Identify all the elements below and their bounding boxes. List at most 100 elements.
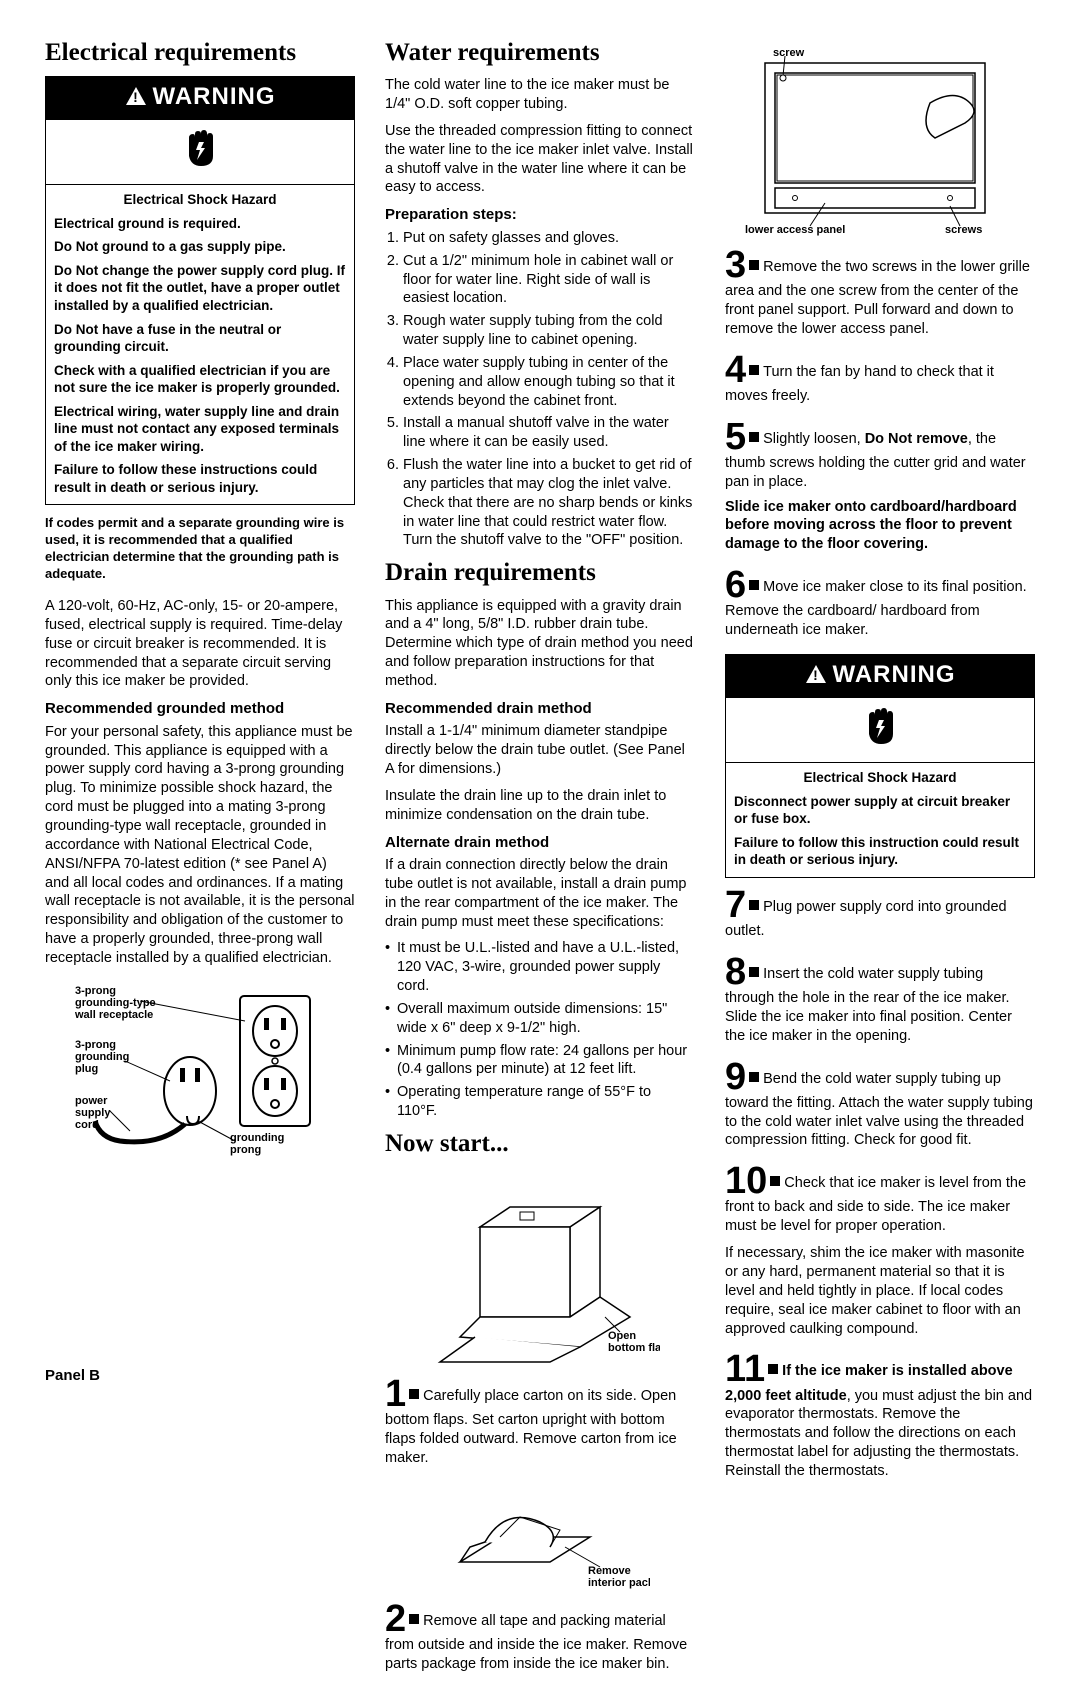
step-5b: Do Not remove	[865, 431, 968, 447]
heading-rec-drain: Recommended drain method	[385, 699, 695, 719]
step-7: 7Plug power supply cord into grounded ou…	[725, 888, 1035, 941]
step-num-1: 1	[385, 1373, 406, 1415]
heading-prep: Preparation steps:	[385, 205, 695, 225]
column-3: screw lower access panel screws 3Remove …	[725, 40, 1035, 1688]
shock-hand-icon	[857, 704, 903, 750]
voltage-para: A 120-volt, 60-Hz, AC-only, 15- or 20-am…	[45, 597, 355, 691]
stop-icon	[749, 580, 759, 590]
prep-list: Put on safety glasses and gloves. Cut a …	[385, 229, 695, 551]
step-8: 8Insert the cold water supply tubing thr…	[725, 955, 1035, 1046]
stop-icon	[749, 432, 759, 442]
warn2-title: Electrical Shock Hazard	[734, 769, 1026, 787]
step-6-text: Move ice maker close to its final positi…	[725, 579, 1027, 638]
alt-3: Minimum pump flow rate: 24 gallons per h…	[385, 1042, 695, 1080]
svg-text:cord: cord	[75, 1119, 99, 1131]
svg-text:wall receptacle: wall receptacle	[74, 1009, 153, 1021]
stop-icon	[409, 1389, 419, 1399]
water-p1: The cold water line to the ice maker mus…	[385, 76, 695, 114]
step-5: 5Slightly loosen, Do Not remove, the thu…	[725, 420, 1035, 554]
warn1-p3: Do Not change the power supply cord plug…	[54, 262, 346, 315]
prep-3: Rough water supply tubing from the cold …	[403, 312, 695, 350]
stop-icon	[749, 900, 759, 910]
alt-2: Overall maximum outside dimensions: 15" …	[385, 1000, 695, 1038]
step-6: 6Move ice maker close to its final posit…	[725, 568, 1035, 640]
step-3-text: Remove the two screws in the lower grill…	[725, 259, 1030, 337]
step-9-text: Bend the cold water supply tubing up tow…	[725, 1071, 1033, 1149]
warning-header-1: ! WARNING	[46, 77, 354, 120]
svg-text:grounding-type: grounding-type	[75, 997, 156, 1009]
stop-icon	[409, 1614, 419, 1624]
warn1-p1: Electrical ground is required.	[54, 215, 346, 233]
step-9: 9Bend the cold water supply tubing up to…	[725, 1060, 1035, 1151]
column-1: Electrical requirements ! WARNING Electr…	[45, 40, 355, 1688]
warning-header-2-text: WARNING	[833, 661, 956, 688]
svg-text:!: !	[133, 89, 139, 105]
heading-now-start: Now start...	[385, 1131, 695, 1157]
heading-alt-drain: Alternate drain method	[385, 833, 695, 853]
svg-text:3-prong: 3-prong	[75, 1039, 116, 1051]
alt-drain-p1: If a drain connection directly below the…	[385, 856, 695, 931]
warning-body-1: Electrical Shock Hazard Electrical groun…	[46, 185, 354, 504]
step-num-2: 2	[385, 1598, 406, 1640]
heading-water: Water requirements	[385, 40, 695, 66]
panel-b-label: Panel B	[45, 1366, 355, 1386]
svg-text:3-prong: 3-prong	[75, 985, 116, 997]
step-1-text: Carefully place carton on its side. Open…	[385, 1388, 677, 1466]
page-columns: Electrical requirements ! WARNING Electr…	[45, 40, 1035, 1688]
warn1-p5: Check with a qualified electrician if yo…	[54, 362, 346, 397]
column-2: Water requirements The cold water line t…	[385, 40, 695, 1688]
step-2: 2Remove all tape and packing material fr…	[385, 1602, 695, 1674]
step-num-8: 8	[725, 951, 746, 993]
step-num-10: 10	[725, 1160, 767, 1202]
svg-text:screws: screws	[945, 224, 982, 236]
warn1-p2: Do Not ground to a gas supply pipe.	[54, 238, 346, 256]
svg-text:interior packing: interior packing	[588, 1577, 650, 1589]
drain-p1: This appliance is equipped with a gravit…	[385, 597, 695, 691]
warning-body-2: Electrical Shock Hazard Disconnect power…	[726, 763, 1034, 877]
rec-drain-p1: Install a 1-1/4" minimum diameter standp…	[385, 722, 695, 779]
stop-icon	[749, 1072, 759, 1082]
heading-drain: Drain requirements	[385, 560, 695, 586]
warn2-p2: Failure to follow this instruction could…	[734, 834, 1026, 869]
svg-text:!: !	[813, 667, 819, 683]
warning-box-1: ! WARNING Electrical Shock Hazard Electr…	[45, 76, 355, 505]
step-10: 10Check that ice maker is level from the…	[725, 1164, 1035, 1338]
warn2-p1: Disconnect power supply at circuit break…	[734, 793, 1026, 828]
prep-5: Install a manual shutoff valve in the wa…	[403, 414, 695, 452]
step-4-text: Turn the fan by hand to check that it mo…	[725, 364, 994, 404]
warning-icon-row-2	[726, 698, 1034, 763]
step-10b-text: If necessary, shim the ice maker with ma…	[725, 1244, 1035, 1338]
shock-hand-icon	[177, 126, 223, 172]
water-p2: Use the threaded compression fitting to …	[385, 122, 695, 197]
heading-grounded: Recommended grounded method	[45, 699, 355, 719]
figure-packing: Remove interior packing	[385, 1482, 695, 1592]
warning-triangle-icon: !	[805, 661, 827, 692]
figure-access-panel: screw lower access panel screws	[725, 48, 1035, 238]
warning-box-2: ! WARNING Electrical Shock Hazard Discon…	[725, 654, 1035, 878]
svg-text:grounding: grounding	[75, 1051, 129, 1063]
alt-1: It must be U.L.-listed and have a U.L.-l…	[385, 939, 695, 996]
prep-1: Put on safety glasses and gloves.	[403, 229, 695, 248]
grounded-para: For your personal safety, this appliance…	[45, 723, 355, 968]
svg-text:prong: prong	[230, 1144, 261, 1156]
stop-icon	[768, 1364, 778, 1374]
step-1: 1Carefully place carton on its side. Ope…	[385, 1377, 695, 1468]
warning-header-2: ! WARNING	[726, 655, 1034, 698]
prep-4: Place water supply tubing in center of t…	[403, 354, 695, 411]
warning-header-text: WARNING	[153, 83, 276, 110]
prep-2: Cut a 1/2" minimum hole in cabinet wall …	[403, 252, 695, 309]
stop-icon	[749, 260, 759, 270]
step-4: 4Turn the fan by hand to check that it m…	[725, 353, 1035, 406]
step-num-5: 5	[725, 416, 746, 458]
step-num-11: 11	[725, 1348, 765, 1390]
stop-icon	[749, 365, 759, 375]
svg-text:lower access panel: lower access panel	[745, 224, 845, 236]
step-2-text: Remove all tape and packing material fro…	[385, 1613, 687, 1672]
alt-specs-list: It must be U.L.-listed and have a U.L.-l…	[385, 939, 695, 1121]
svg-text:grounding: grounding	[230, 1132, 284, 1144]
warning-icon-row-1	[46, 120, 354, 185]
svg-text:screw: screw	[773, 48, 805, 59]
heading-electrical: Electrical requirements	[45, 40, 355, 66]
codes-note: If codes permit and a separate grounding…	[45, 515, 355, 583]
warn1-title: Electrical Shock Hazard	[54, 191, 346, 209]
